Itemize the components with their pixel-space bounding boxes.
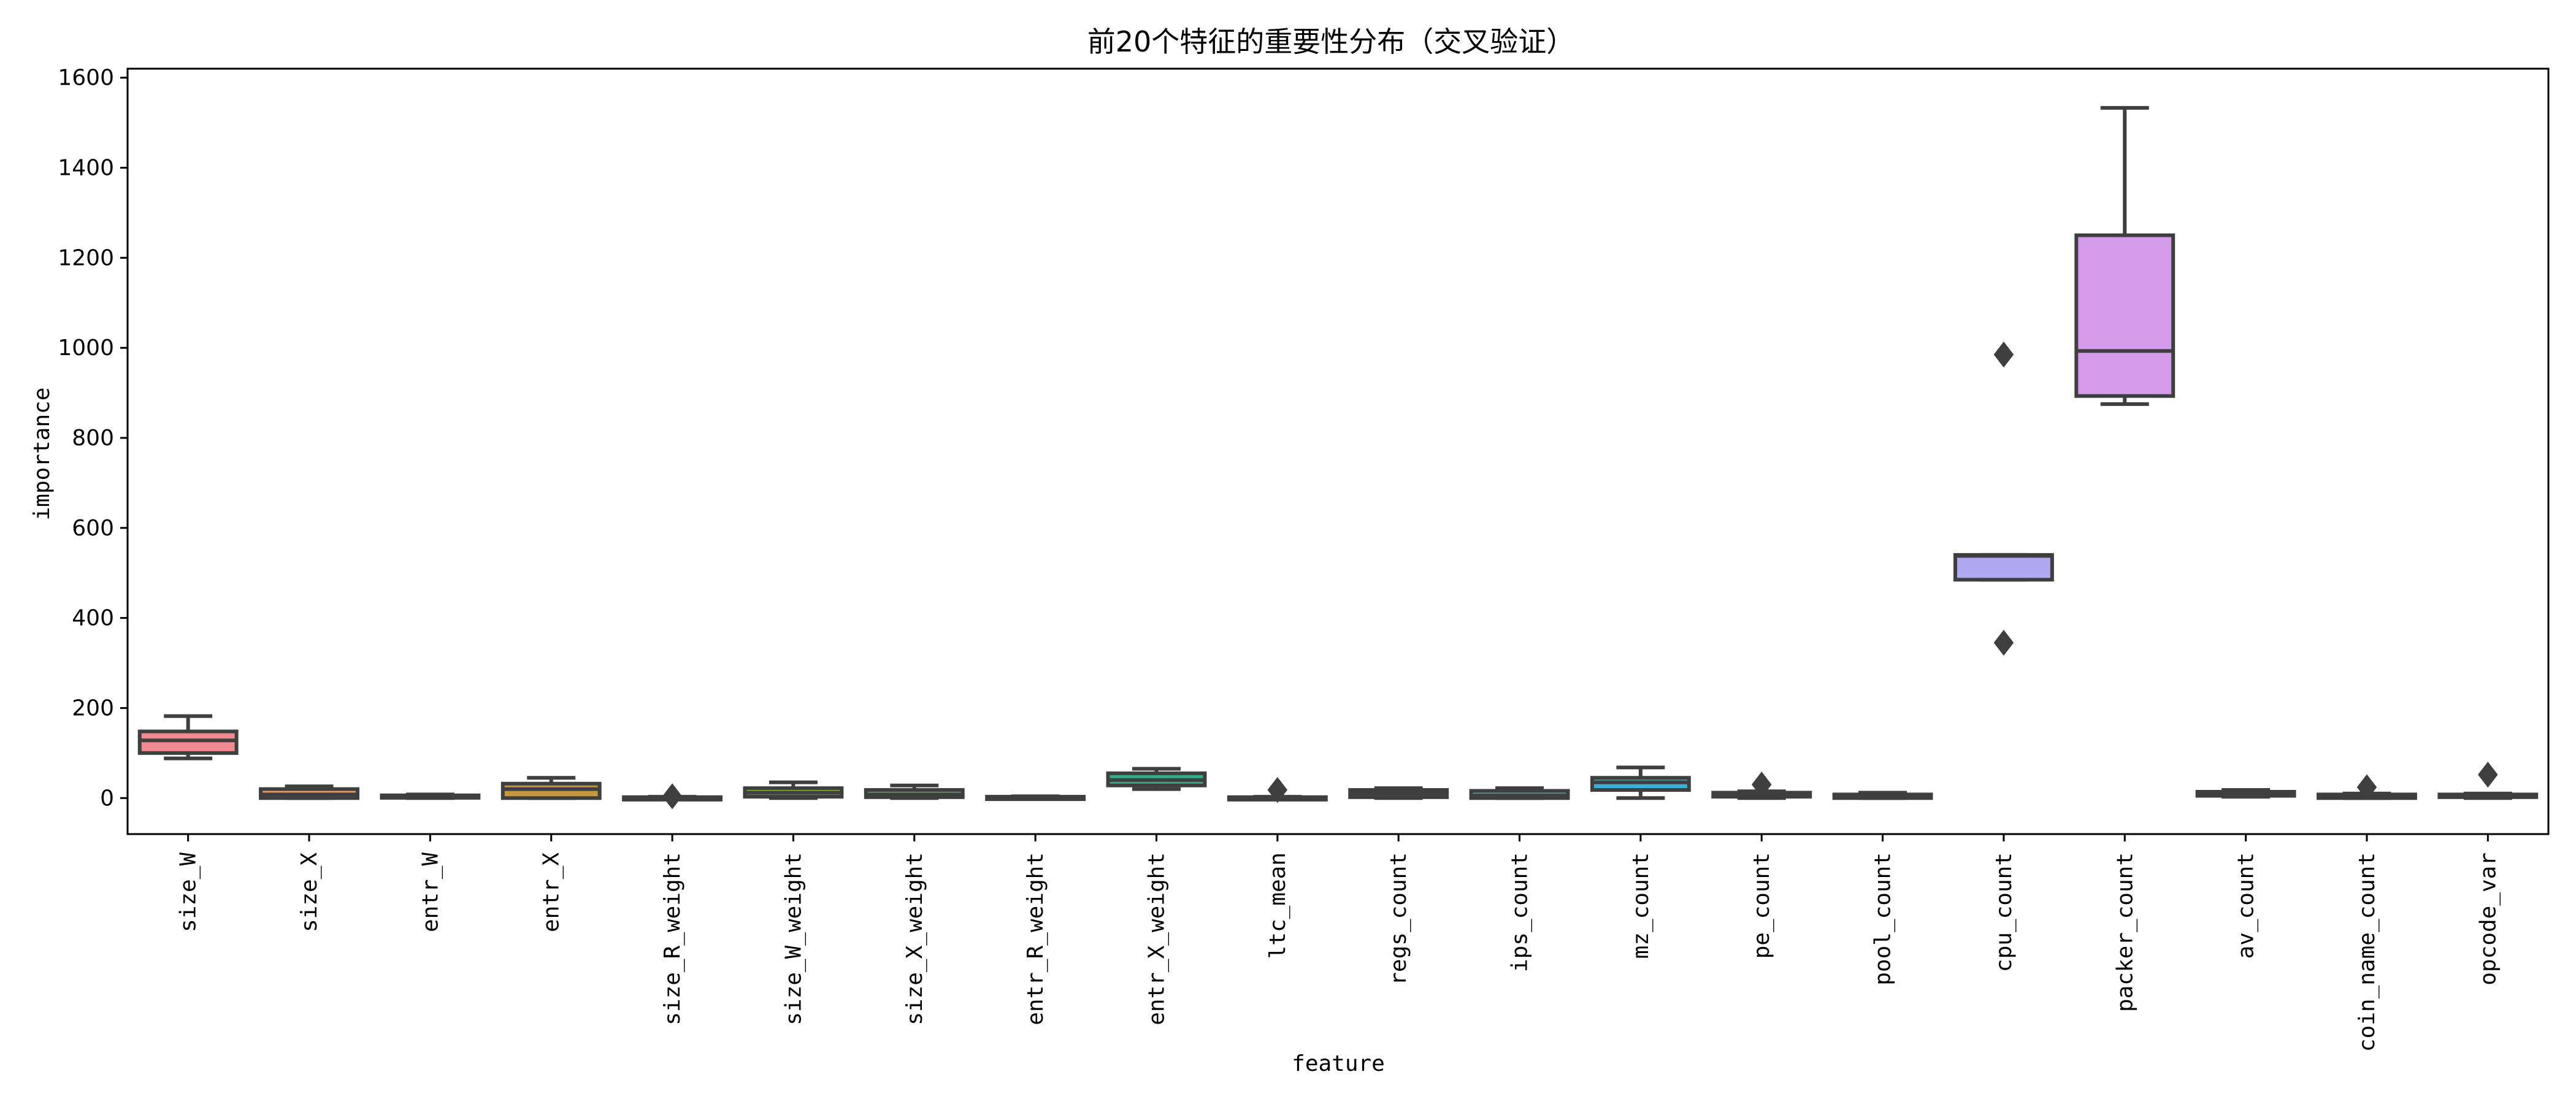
box-group-entr_R_weight xyxy=(985,794,1086,802)
box-group-ltc_mean xyxy=(1227,776,1328,803)
box-group-size_W xyxy=(137,714,239,760)
outlier-marker xyxy=(662,783,683,810)
y-tick-label: 1600 xyxy=(58,66,114,91)
box-group-opcode_var xyxy=(2437,761,2539,800)
y-tick-label: 200 xyxy=(72,695,114,721)
plot-frame xyxy=(126,67,2550,835)
x-tick-label: cpu_count xyxy=(1991,852,2017,972)
chart-title: 前20个特征的重要性分布（交叉验证） xyxy=(1087,25,1575,58)
outlier-marker xyxy=(1267,776,1288,803)
y-tick-label: 400 xyxy=(72,606,114,631)
box-group-entr_X_weight xyxy=(1106,767,1207,791)
y-tick-label: 800 xyxy=(72,426,114,451)
outlier-marker xyxy=(1751,772,1772,798)
outlier-marker xyxy=(2478,761,2498,788)
box-group-regs_count xyxy=(1348,786,1449,800)
x-tick-label: pool_count xyxy=(1871,852,1896,986)
x-tick-label: coin_name_count xyxy=(2355,852,2380,1052)
y-axis-title: importance xyxy=(29,388,55,521)
x-tick-label: entr_X xyxy=(539,852,564,932)
x-axis-title: feature xyxy=(1292,1051,1385,1076)
x-tick-label: av_count xyxy=(2234,852,2259,959)
y-tick-label: 600 xyxy=(72,516,114,541)
x-tick-label: opcode_var xyxy=(2475,852,2501,986)
x-tick-label: mz_count xyxy=(1628,852,1654,959)
x-tick-label: size_R_weight xyxy=(660,852,685,1025)
box-group-pool_count xyxy=(1832,791,1933,800)
box-group-cpu_count xyxy=(1953,342,2054,656)
box-group-ips_count xyxy=(1469,786,1570,800)
box-group-mz_count xyxy=(1590,765,1691,800)
x-tick-label: size_X_weight xyxy=(902,852,927,1025)
x-tick-label: size_W_weight xyxy=(781,852,806,1025)
x-tick-label: ips_count xyxy=(1508,852,1533,972)
box-group-coin_name_count xyxy=(2317,774,2417,800)
x-tick-label: size_W xyxy=(176,852,201,932)
x-tick-label: entr_R_weight xyxy=(1023,852,1048,1025)
y-tick-label: 1400 xyxy=(58,156,114,181)
box-group-entr_W xyxy=(380,792,481,800)
outlier-marker xyxy=(1993,629,2014,656)
box-body xyxy=(1953,553,2054,582)
x-tick-label: ltc_mean xyxy=(1265,852,1290,959)
box-group-size_X xyxy=(259,784,359,800)
x-tick-label: entr_W xyxy=(418,852,443,932)
box-group-packer_count xyxy=(2074,105,2175,406)
box-body xyxy=(2074,233,2175,398)
y-tick-label: 1000 xyxy=(58,335,114,361)
plot-area: 0 200 400 600 800 1000 1200 1400 1600 size_W size_… xyxy=(58,66,2539,1052)
box-group-av_count xyxy=(2195,788,2296,799)
x-tick-label: entr_X_weight xyxy=(1144,852,1169,1025)
box-group-size_R_weight xyxy=(622,783,723,810)
outlier-marker xyxy=(2356,774,2377,800)
x-tick-label: packer_count xyxy=(2112,852,2137,1012)
box-group-entr_X xyxy=(500,776,602,800)
box-group-size_W_weight xyxy=(743,780,844,800)
outlier-marker xyxy=(1993,342,2014,368)
y-tick-label: 0 xyxy=(100,786,114,811)
box-group-size_X_weight xyxy=(864,783,965,800)
x-tick-label: regs_count xyxy=(1386,852,1411,986)
x-tick-label: size_X xyxy=(297,852,322,932)
box-group-pe_count xyxy=(1711,772,1812,800)
y-tick-label: 1200 xyxy=(58,245,114,270)
x-tick-label: pe_count xyxy=(1749,852,1774,959)
